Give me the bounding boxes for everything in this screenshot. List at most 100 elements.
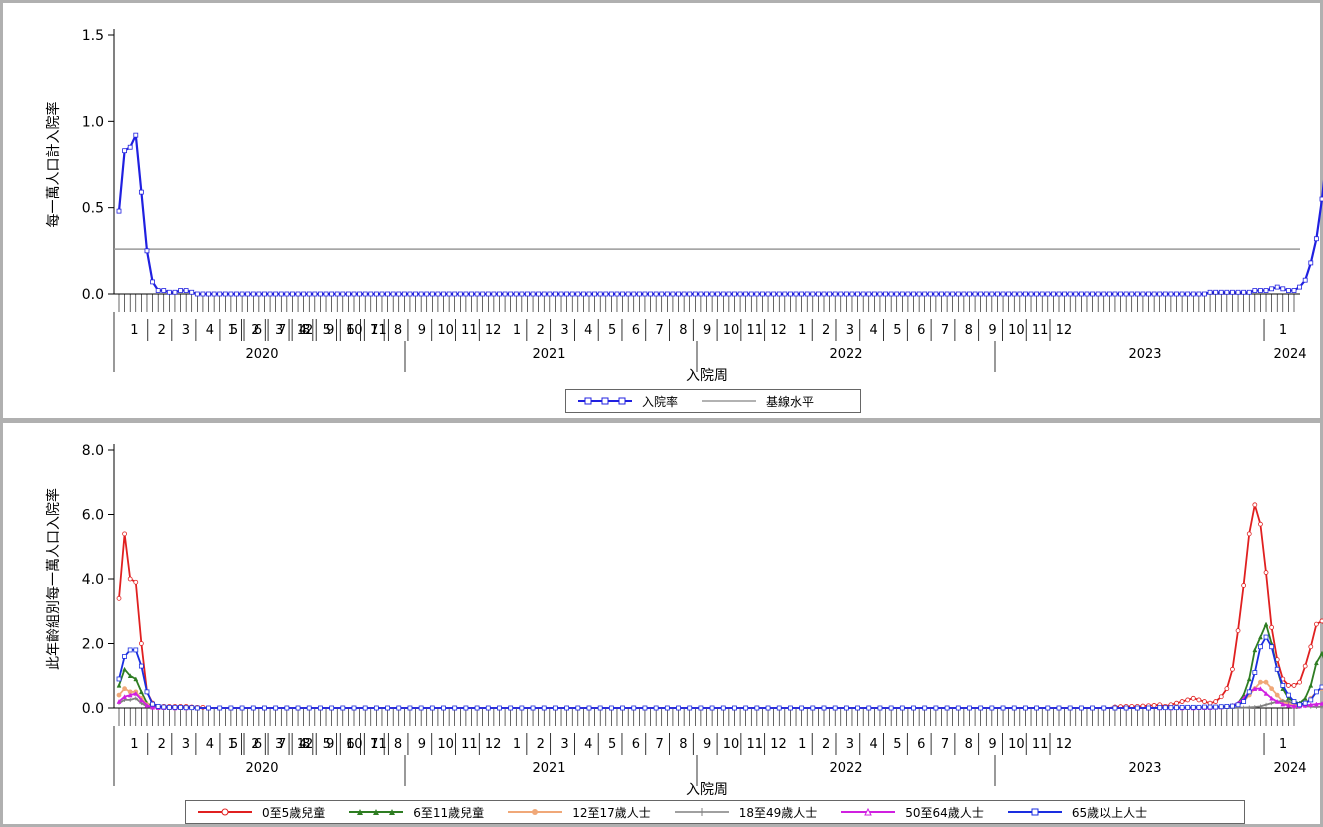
series-0-point xyxy=(200,291,206,297)
series-0-point xyxy=(1157,291,1163,297)
series-2-point xyxy=(1263,679,1269,685)
series-1-point xyxy=(122,666,127,672)
series-0-point xyxy=(743,291,749,297)
series-3-point xyxy=(1269,701,1274,706)
series-5-point xyxy=(676,705,681,711)
series-0-point xyxy=(116,595,122,601)
y-axis-label: 每一萬人口計入院率 xyxy=(45,102,62,228)
month-label: 10 xyxy=(723,737,740,752)
month-label: 7 xyxy=(278,323,286,338)
month-label: 3 xyxy=(275,323,283,338)
series-0-point xyxy=(413,291,418,297)
series-5-point xyxy=(262,705,267,711)
series-0-point xyxy=(1168,291,1174,297)
series-0-point xyxy=(564,291,570,297)
series-0-point xyxy=(726,291,732,297)
series-0-point xyxy=(194,291,200,297)
series-1-point xyxy=(1252,647,1258,653)
series-5-point xyxy=(1302,700,1308,706)
month-label: 6 xyxy=(632,737,640,752)
series-5-line xyxy=(118,636,1323,709)
series-5-point xyxy=(463,705,469,711)
series-0-point xyxy=(687,291,693,297)
series-0-point xyxy=(206,291,211,297)
month-label: 12 xyxy=(1056,737,1073,752)
series-5-point xyxy=(122,653,127,659)
legend-age-65-plus-swatch xyxy=(1007,808,1062,816)
series-0-point xyxy=(715,291,721,297)
month-label: 5 xyxy=(893,737,901,752)
month-label: 7 xyxy=(370,323,378,338)
month-label: 12 xyxy=(485,737,502,752)
legend-age-18-49-swatch xyxy=(674,808,729,816)
series-4-point xyxy=(127,692,133,698)
month-label: 5 xyxy=(230,737,238,752)
month-label: 2 xyxy=(158,737,166,752)
legend-age-6-11-label: 6至11歲兒童 xyxy=(413,805,485,820)
month-label: 10 xyxy=(723,323,740,338)
series-0-point xyxy=(1084,291,1090,297)
month-label: 8 xyxy=(965,323,973,338)
series-4-point xyxy=(1269,695,1275,701)
series-0-point xyxy=(1218,694,1224,700)
series-0-point xyxy=(1246,289,1252,295)
series-0-point xyxy=(603,291,609,297)
series-0-point xyxy=(373,291,379,297)
series-0-point xyxy=(1258,288,1263,293)
series-0-point xyxy=(1062,291,1067,297)
series-0-point xyxy=(435,291,441,297)
series-5-point xyxy=(1313,689,1319,695)
month-label: 4 xyxy=(299,323,307,338)
month-label: 5 xyxy=(608,323,616,338)
month-label: 10 xyxy=(1008,737,1025,752)
month-label: 4 xyxy=(584,737,592,752)
series-0-point xyxy=(625,291,631,297)
series-5-point xyxy=(1190,704,1196,710)
series-0-point xyxy=(1106,291,1112,297)
legend-item-age-12-17: 12至17歲人士 xyxy=(506,804,651,821)
month-label: 1 xyxy=(513,737,521,752)
month-label: 8 xyxy=(394,323,402,338)
series-0-point xyxy=(329,291,335,297)
series-5-point xyxy=(1196,704,1202,710)
month-label: 7 xyxy=(655,737,663,752)
y-tick-label: 0.5 xyxy=(82,201,104,217)
year-label: 2021 xyxy=(532,347,565,362)
series-0-point xyxy=(816,291,821,297)
series-5-point xyxy=(1308,697,1314,703)
series-0-point xyxy=(1308,644,1314,650)
series-5-point xyxy=(452,705,458,711)
series-5-point xyxy=(933,705,939,711)
series-0-point xyxy=(1297,284,1302,290)
series-5-point xyxy=(1252,670,1258,675)
month-label: 3 xyxy=(275,737,283,752)
legend-age-12-17-label: 12至17歲人士 xyxy=(572,805,651,820)
series-0-point xyxy=(1313,621,1319,627)
series-0-point xyxy=(855,291,860,297)
series-0-point xyxy=(911,291,916,297)
series-5-point xyxy=(1067,705,1073,711)
series-0-point xyxy=(1179,699,1185,704)
month-label: 7 xyxy=(370,737,378,752)
month-label: 3 xyxy=(560,737,568,752)
series-5-point xyxy=(1174,705,1179,711)
y-tick-label: 6.0 xyxy=(82,508,104,524)
series-5-point xyxy=(1023,705,1028,711)
series-0-point xyxy=(491,291,497,297)
series-5-point xyxy=(497,705,502,711)
series-0-point xyxy=(217,291,223,297)
series-0-point xyxy=(553,291,558,297)
series-5-point xyxy=(329,705,335,711)
legend-item-age-18-49: 18至49歲人士 xyxy=(673,804,817,821)
series-5-point xyxy=(144,689,150,695)
series-0-point xyxy=(161,288,167,293)
series-0-point xyxy=(1112,291,1118,297)
series-0-point xyxy=(457,291,463,297)
series-1-point xyxy=(133,676,139,682)
series-0-point xyxy=(1202,291,1207,297)
month-label: 7 xyxy=(278,737,286,752)
series-0-point xyxy=(463,291,469,297)
series-5-point xyxy=(1224,703,1230,709)
series-5-point xyxy=(698,705,704,711)
